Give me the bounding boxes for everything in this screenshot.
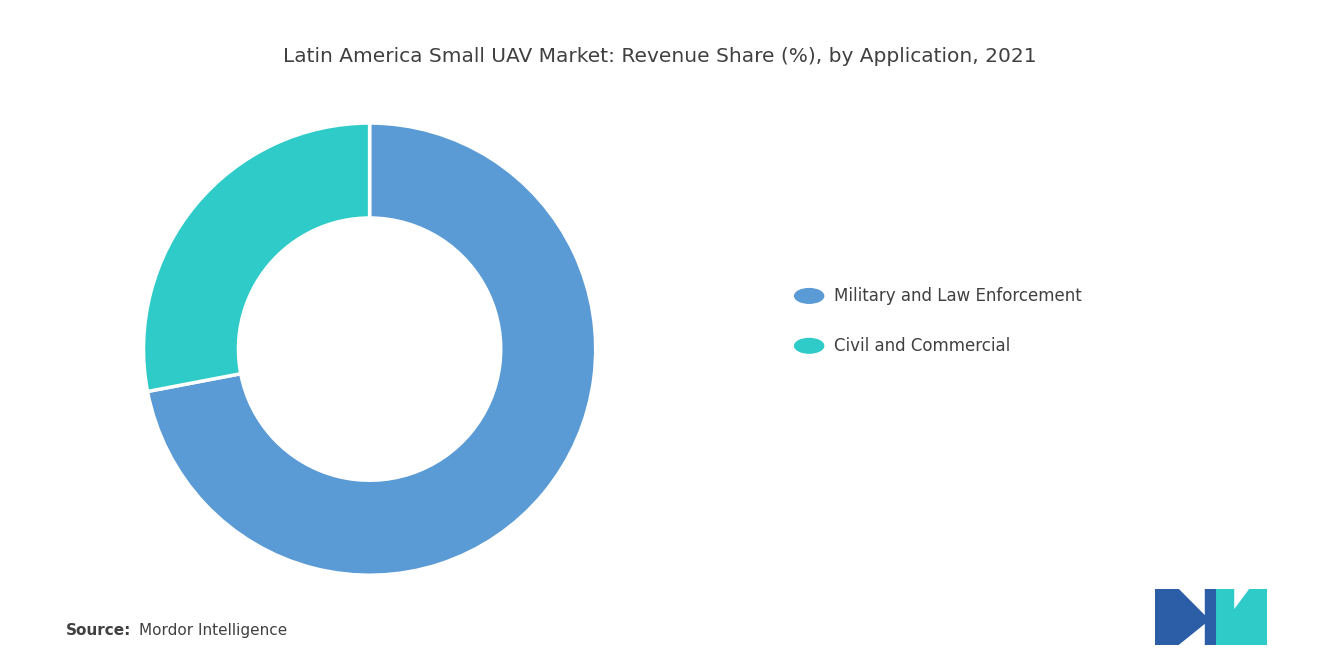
Text: Civil and Commercial: Civil and Commercial — [834, 336, 1011, 355]
Text: Source:: Source: — [66, 623, 132, 638]
Wedge shape — [148, 123, 595, 575]
Text: Military and Law Enforcement: Military and Law Enforcement — [834, 287, 1082, 305]
Polygon shape — [1155, 589, 1228, 645]
Polygon shape — [1217, 589, 1267, 645]
Text: Latin America Small UAV Market: Revenue Share (%), by Application, 2021: Latin America Small UAV Market: Revenue … — [284, 47, 1036, 66]
Text: Mordor Intelligence: Mordor Intelligence — [139, 623, 286, 638]
Wedge shape — [144, 123, 370, 392]
